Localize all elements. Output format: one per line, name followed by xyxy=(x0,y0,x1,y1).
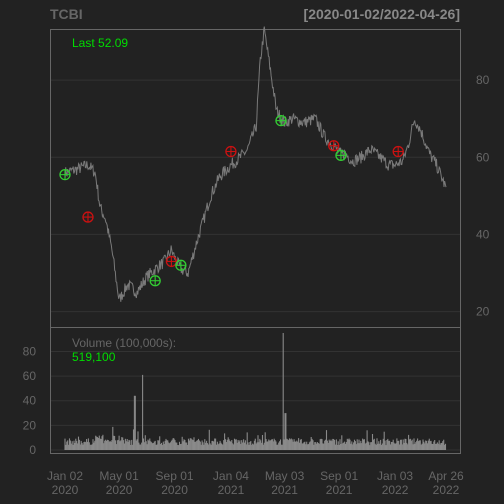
date-tick-year: 2021 xyxy=(326,483,353,497)
volume-last-value: 519,100 xyxy=(72,350,116,364)
sell-signal-marker xyxy=(225,145,237,158)
sell-signal-marker xyxy=(392,145,404,158)
volume-tick-label: 60 xyxy=(23,369,37,383)
volume-tick-label: 0 xyxy=(29,443,36,457)
volume-legend-label: Volume (100,000s): xyxy=(72,336,176,350)
buy-signal-marker xyxy=(149,275,161,287)
buy-signal-marker xyxy=(275,114,287,127)
date-tick-label: Jan 03 xyxy=(377,469,413,483)
buy-signal-marker xyxy=(59,168,71,181)
volume-gridlines xyxy=(51,350,460,451)
date-tick-year: 2022 xyxy=(382,483,409,497)
date-tick-year: 2021 xyxy=(218,483,245,497)
date-tick-year: 2020 xyxy=(161,483,188,497)
date-tick-year: 2020 xyxy=(52,483,79,497)
price-last-label: Last 52.09 xyxy=(72,36,128,50)
volume-tick-label: 80 xyxy=(23,344,37,358)
date-tick-label: May 03 xyxy=(265,469,305,483)
volume-tick-label: 40 xyxy=(23,394,37,408)
sell-signal-marker xyxy=(165,255,178,268)
signal-markers xyxy=(59,114,404,287)
volume-tick-label: 20 xyxy=(23,418,37,432)
price-axis: 20 40 60 80 xyxy=(476,73,490,318)
date-tick-label: Sep 01 xyxy=(320,469,358,483)
volume-bars xyxy=(64,333,447,450)
date-range: [2020-01-02/2022-04-26] xyxy=(304,6,460,22)
volume-axis: 0 20 40 60 80 xyxy=(23,344,37,457)
date-tick-year: 2020 xyxy=(106,483,133,497)
chart-title: TCBI xyxy=(50,6,83,22)
date-tick-label: Jan 02 xyxy=(47,469,83,483)
price-tick-label: 20 xyxy=(476,305,490,319)
date-tick-label: Jan 04 xyxy=(213,469,249,483)
price-tick-label: 40 xyxy=(476,227,490,241)
price-gridlines xyxy=(51,79,460,313)
volume-panel-frame xyxy=(50,327,461,454)
buy-signal-marker xyxy=(175,259,187,271)
date-tick-year: 2022 xyxy=(433,483,460,497)
date-tick-year: 2021 xyxy=(271,483,298,497)
sell-signal-marker xyxy=(328,140,340,152)
date-tick-label: Sep 01 xyxy=(156,469,194,483)
date-tick-label: May 01 xyxy=(99,469,139,483)
price-line xyxy=(64,26,447,302)
price-tick-label: 80 xyxy=(476,73,490,87)
price-tick-label: 60 xyxy=(476,150,490,164)
date-tick-label: Apr 26 xyxy=(428,469,464,483)
sell-signal-marker xyxy=(82,211,94,223)
buy-signal-marker xyxy=(335,149,347,162)
